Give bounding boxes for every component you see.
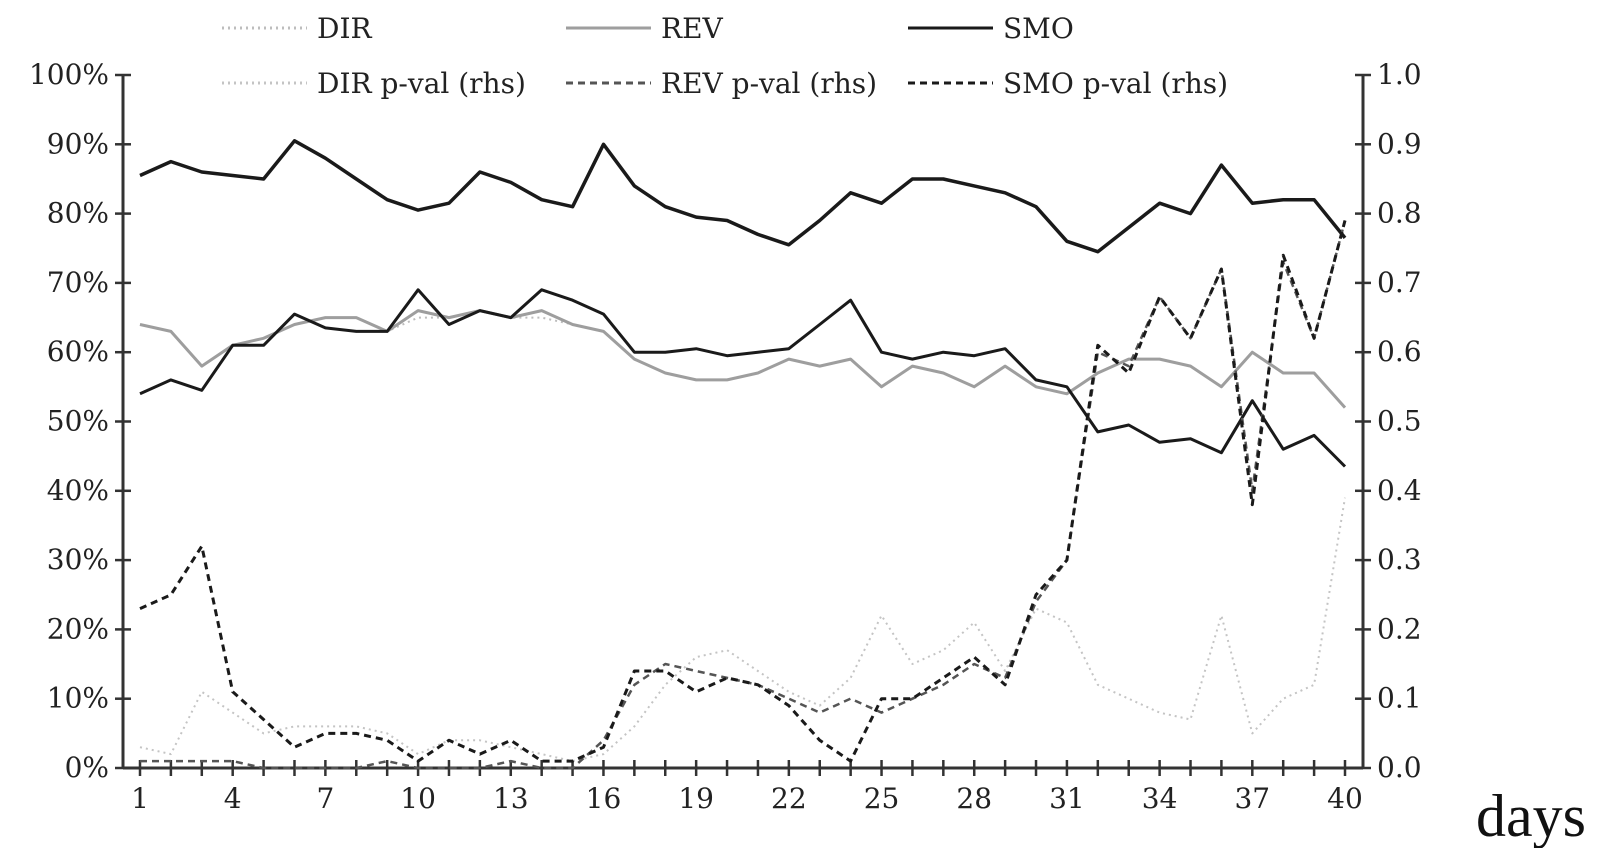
x-tick-label: 16: [586, 782, 622, 815]
x-unit-label: days: [1476, 783, 1586, 848]
y-left-tick-label: 10%: [47, 682, 109, 715]
y-left-tick-label: 60%: [47, 335, 109, 368]
series-line: [139, 220, 1347, 763]
legend: DIR REV SMO DIR p-val (rhs) REV p-val (rhs) S…: [222, 12, 1228, 100]
x-tick-label: 22: [771, 782, 807, 815]
y-right-tick-label: 0.0: [1377, 751, 1422, 784]
x-tick-label: 1: [131, 782, 149, 815]
y-right-tick-label: 0.3: [1377, 543, 1422, 576]
x-tick-label: 10: [400, 782, 436, 815]
y-left-tick-label: 30%: [47, 543, 109, 576]
y-right-tick-label: 0.9: [1377, 127, 1422, 160]
series-lines: [139, 139, 1347, 770]
y-left-tick-label: 20%: [47, 612, 109, 645]
x-tick-label: 25: [864, 782, 900, 815]
x-tick-label: 34: [1142, 782, 1178, 815]
legend-label: SMO: [1003, 12, 1074, 45]
series-line: [139, 309, 1347, 409]
y-right-tick-label: 0.8: [1377, 197, 1422, 230]
y-right-tick-label: 1.0: [1377, 58, 1422, 91]
y-right-tick-label: 0.2: [1377, 612, 1422, 645]
legend-label: DIR: [317, 12, 373, 45]
legend-label: SMO p-val (rhs): [1003, 67, 1228, 100]
legend-label: REV p-val (rhs): [661, 67, 877, 100]
y-right-tick-label: 0.4: [1377, 474, 1422, 507]
y-right-tick-label: 0.5: [1377, 405, 1422, 438]
legend-label: REV: [661, 12, 724, 45]
y-left-tick-label: 80%: [47, 197, 109, 230]
y-left-tick-label: 50%: [47, 405, 109, 438]
x-tick-label: 4: [224, 782, 242, 815]
x-tick-label: 13: [493, 782, 529, 815]
y-left-ticks: 0% 10% 20% 30% 40% 50% 60% 70% 80% 90% 100%: [29, 58, 131, 784]
y-right-tick-label: 0.6: [1377, 335, 1422, 368]
x-tick-label: 19: [678, 782, 714, 815]
y-left-tick-label: 0%: [65, 751, 109, 784]
series-line: [139, 139, 1347, 254]
x-tick-label: 40: [1327, 782, 1363, 815]
x-tick-label: 37: [1234, 782, 1270, 815]
y-left-tick-label: 70%: [47, 266, 109, 299]
y-right-tick-label: 0.1: [1377, 682, 1422, 715]
y-left-tick-label: 90%: [47, 127, 109, 160]
x-tick-label: 31: [1049, 782, 1085, 815]
x-tick-label: 28: [956, 782, 992, 815]
axes: [121, 75, 1365, 770]
series-line: [139, 497, 1346, 763]
x-ticks: 1 4 7 10 13 16 19 22 25 28 31 34 37 40: [131, 760, 1363, 815]
series-line: [139, 288, 1347, 468]
y-right-ticks: 0.0 0.1 0.2 0.3 0.4 0.5 0.6 0.7 0.8 0.9 1.0: [1355, 58, 1422, 784]
y-left-tick-label: 100%: [29, 58, 109, 91]
x-tick-label: 7: [316, 782, 334, 815]
legend-label: DIR p-val (rhs): [317, 67, 526, 100]
y-left-tick-label: 40%: [47, 474, 109, 507]
y-right-tick-label: 0.7: [1377, 266, 1422, 299]
